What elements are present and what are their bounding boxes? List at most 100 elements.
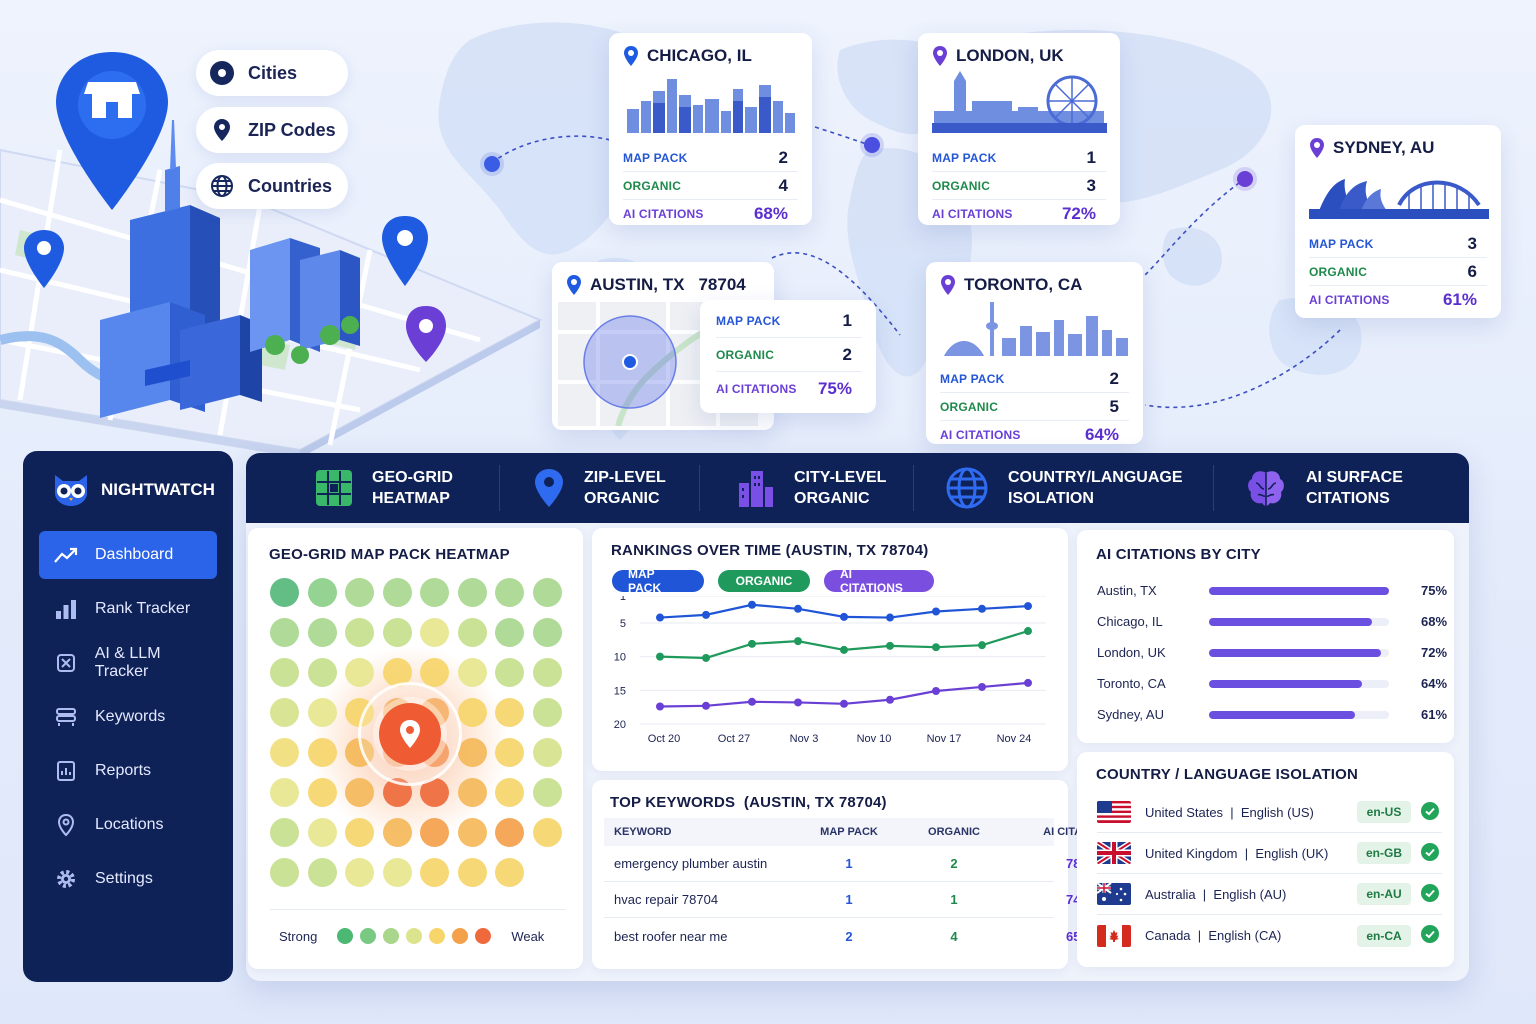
heat-cell[interactable] bbox=[307, 818, 337, 847]
heat-cell[interactable] bbox=[382, 578, 412, 607]
heat-cell[interactable] bbox=[457, 578, 487, 607]
heat-cell[interactable] bbox=[420, 578, 449, 607]
heat-cell[interactable] bbox=[457, 778, 487, 807]
heat-cell[interactable] bbox=[495, 658, 524, 687]
heat-cell[interactable] bbox=[270, 698, 299, 727]
heat-cell[interactable] bbox=[382, 858, 412, 887]
list-item[interactable]: Sydney, AU 61% bbox=[1097, 699, 1447, 730]
heat-cell[interactable] bbox=[345, 618, 374, 647]
heat-cell[interactable] bbox=[457, 818, 487, 847]
list-item[interactable]: Australia | English (AU) en-AU bbox=[1097, 874, 1442, 915]
heat-cell[interactable] bbox=[382, 818, 412, 847]
heat-cell[interactable] bbox=[307, 618, 337, 647]
heat-cell[interactable] bbox=[270, 858, 299, 887]
data-point[interactable] bbox=[840, 645, 848, 654]
heat-cell[interactable] bbox=[495, 698, 524, 727]
data-point[interactable] bbox=[794, 698, 802, 707]
data-point[interactable] bbox=[932, 643, 940, 652]
data-point[interactable] bbox=[702, 653, 710, 662]
heat-cell[interactable] bbox=[532, 778, 562, 807]
heat-cell[interactable] bbox=[532, 658, 562, 687]
heat-cell[interactable] bbox=[345, 818, 374, 847]
list-item[interactable]: Chicago, IL 68% bbox=[1097, 606, 1447, 637]
heat-cell[interactable] bbox=[270, 578, 299, 607]
data-point[interactable] bbox=[748, 639, 756, 648]
feature-city-level-organic[interactable]: CITY-LEVEL ORGANIC bbox=[700, 465, 914, 511]
nav-locations[interactable]: Locations bbox=[39, 801, 217, 849]
heat-cell[interactable] bbox=[270, 818, 299, 847]
heat-cell[interactable] bbox=[495, 858, 524, 887]
data-point[interactable] bbox=[702, 701, 710, 710]
data-point[interactable] bbox=[748, 600, 756, 609]
heat-cell[interactable] bbox=[420, 658, 449, 687]
data-point[interactable] bbox=[978, 641, 986, 650]
heat-cell[interactable] bbox=[420, 618, 449, 647]
feature-country-language-isolation[interactable]: COUNTRY/LANGUAGE ISOLATION bbox=[914, 465, 1214, 511]
heat-center-marker[interactable] bbox=[379, 703, 441, 765]
city-card-london[interactable]: LONDON, UK MAP PACK 1 ORGANIC 3 AI CITATIO… bbox=[918, 33, 1120, 225]
heat-cell[interactable] bbox=[457, 658, 487, 687]
list-item[interactable]: Toronto, CA 64% bbox=[1097, 668, 1447, 699]
heat-cell[interactable] bbox=[345, 578, 374, 607]
chip-cities[interactable]: Cities bbox=[196, 50, 348, 96]
data-point[interactable] bbox=[656, 613, 664, 622]
data-point[interactable] bbox=[886, 695, 894, 704]
list-item[interactable]: United Kingdom | English (UK) en-GB bbox=[1097, 833, 1442, 874]
list-item[interactable]: Canada | English (CA) en-CA bbox=[1097, 915, 1442, 956]
data-point[interactable] bbox=[978, 682, 986, 691]
series-line-1[interactable] bbox=[659, 629, 1029, 660]
heat-cell[interactable] bbox=[307, 578, 337, 607]
heat-cell[interactable] bbox=[270, 618, 299, 647]
heat-cell[interactable] bbox=[457, 618, 487, 647]
nav-reports[interactable]: Reports bbox=[39, 747, 217, 795]
chip-zip-codes[interactable]: ZIP Codes bbox=[196, 107, 348, 153]
heat-cell[interactable] bbox=[532, 738, 562, 767]
heat-cell[interactable] bbox=[307, 858, 337, 887]
data-point[interactable] bbox=[840, 612, 848, 621]
feature-ai-surface-citations[interactable]: AI SURFACE CITATIONS bbox=[1214, 465, 1454, 511]
data-point[interactable] bbox=[748, 697, 756, 706]
heat-cell[interactable] bbox=[532, 618, 562, 647]
nav-rank-tracker[interactable]: Rank Tracker bbox=[39, 585, 217, 633]
heat-cell[interactable] bbox=[532, 818, 562, 847]
list-item[interactable]: United States | English (US) en-US bbox=[1097, 792, 1442, 833]
table-row[interactable]: hvac repair 787041174% bbox=[604, 882, 1092, 918]
heat-cell[interactable] bbox=[270, 658, 299, 687]
city-card-toronto[interactable]: TORONTO, CA MAP PACK 2 ORGANIC 5 AI CITATI… bbox=[926, 262, 1143, 444]
data-point[interactable] bbox=[1024, 627, 1032, 636]
data-point[interactable] bbox=[886, 613, 894, 622]
heat-cell[interactable] bbox=[495, 738, 524, 767]
heat-cell[interactable] bbox=[495, 778, 524, 807]
data-point[interactable] bbox=[794, 604, 802, 613]
nav-keywords[interactable]: Keywords bbox=[39, 693, 217, 741]
data-point[interactable] bbox=[656, 702, 664, 711]
chip-countries[interactable]: Countries bbox=[196, 163, 348, 209]
table-row[interactable]: emergency plumber austin1278% bbox=[604, 846, 1092, 882]
data-point[interactable] bbox=[1024, 678, 1032, 687]
nav-dashboard[interactable]: Dashboard bbox=[39, 531, 217, 579]
heat-cell[interactable] bbox=[457, 738, 487, 767]
heat-cell[interactable] bbox=[532, 698, 562, 727]
city-card-chicago[interactable]: CHICAGO, IL MAP PACK 2 ORGANIC 4 AI CITATI… bbox=[609, 33, 812, 225]
data-point[interactable] bbox=[1024, 602, 1032, 611]
nav-settings[interactable]: Settings bbox=[39, 855, 217, 903]
heat-cell[interactable] bbox=[495, 578, 524, 607]
heat-cell[interactable] bbox=[307, 658, 337, 687]
data-point[interactable] bbox=[656, 652, 664, 661]
data-point[interactable] bbox=[932, 686, 940, 695]
city-card-sydney[interactable]: SYDNEY, AU MAP PACK 3 ORGANIC 6 AI CITATIO… bbox=[1295, 125, 1501, 318]
heat-cell[interactable] bbox=[495, 618, 524, 647]
heat-cell[interactable] bbox=[532, 578, 562, 607]
brand-logo[interactable]: NIGHTWATCH bbox=[51, 471, 217, 509]
list-item[interactable]: Austin, TX 75% bbox=[1097, 575, 1447, 606]
heat-cell[interactable] bbox=[345, 658, 374, 687]
data-point[interactable] bbox=[932, 607, 940, 616]
heat-cell[interactable] bbox=[457, 858, 487, 887]
data-point[interactable] bbox=[702, 610, 710, 619]
legend-map-pack[interactable]: MAP PACK bbox=[612, 567, 704, 595]
heat-cell[interactable] bbox=[382, 618, 412, 647]
data-point[interactable] bbox=[794, 637, 802, 646]
heat-cell[interactable] bbox=[270, 738, 299, 767]
legend-ai-citations[interactable]: AI CITATIONS bbox=[824, 567, 934, 595]
